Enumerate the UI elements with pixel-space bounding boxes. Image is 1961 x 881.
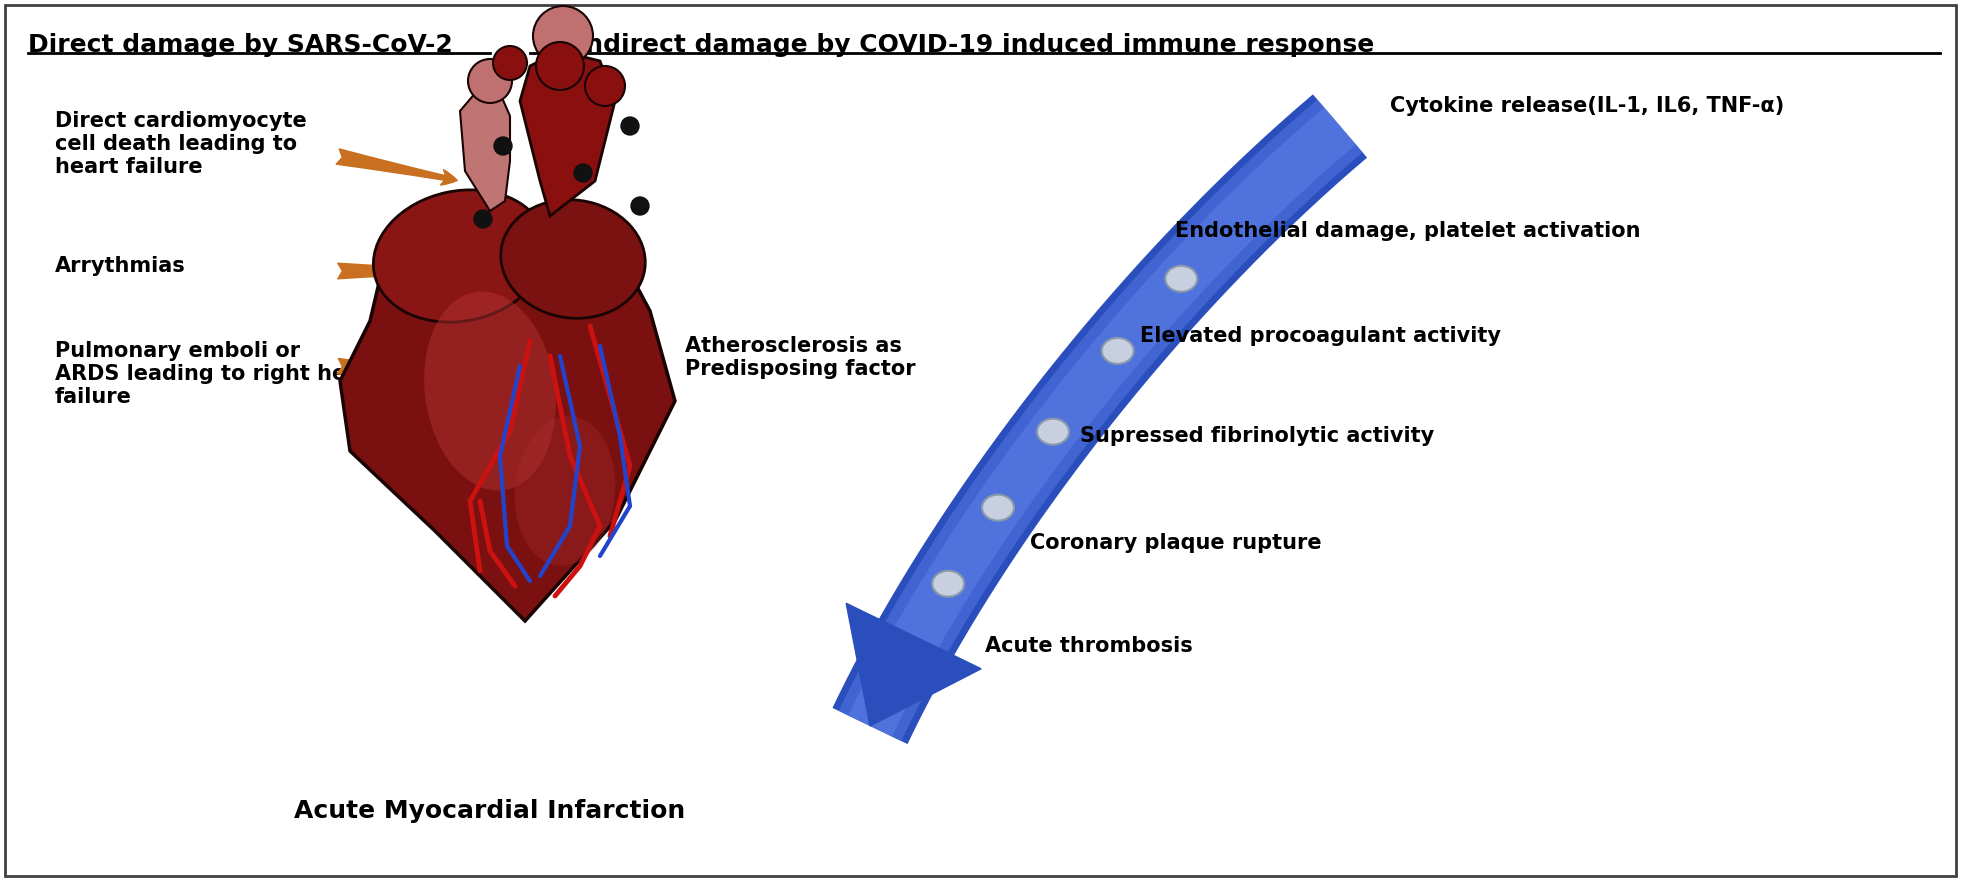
Ellipse shape bbox=[424, 292, 555, 491]
Ellipse shape bbox=[931, 571, 965, 596]
Polygon shape bbox=[339, 236, 675, 621]
Text: Coronary plaque rupture: Coronary plaque rupture bbox=[1030, 533, 1322, 553]
Ellipse shape bbox=[1165, 266, 1198, 292]
Circle shape bbox=[494, 137, 512, 155]
Text: Supressed fibrinolytic activity: Supressed fibrinolytic activity bbox=[1081, 426, 1433, 446]
Text: Cytokine release(IL-1, IL6, TNF-α): Cytokine release(IL-1, IL6, TNF-α) bbox=[1390, 96, 1785, 116]
Circle shape bbox=[631, 197, 649, 215]
Circle shape bbox=[535, 42, 584, 90]
Ellipse shape bbox=[1102, 338, 1133, 364]
Ellipse shape bbox=[373, 190, 547, 322]
Text: Arrythmias: Arrythmias bbox=[55, 256, 186, 276]
Polygon shape bbox=[520, 51, 616, 216]
Ellipse shape bbox=[1037, 418, 1069, 445]
Circle shape bbox=[475, 210, 492, 228]
Circle shape bbox=[492, 46, 528, 80]
Ellipse shape bbox=[982, 494, 1014, 521]
Circle shape bbox=[622, 117, 639, 135]
Text: Acute Myocardial Infarction: Acute Myocardial Infarction bbox=[294, 799, 686, 823]
Circle shape bbox=[533, 6, 592, 66]
Text: Atherosclerosis as
Predisposing factor: Atherosclerosis as Predisposing factor bbox=[684, 336, 916, 379]
Circle shape bbox=[584, 66, 626, 106]
Text: Direct cardiomyocyte
cell death leading to
heart failure: Direct cardiomyocyte cell death leading … bbox=[55, 111, 306, 177]
Polygon shape bbox=[461, 91, 510, 211]
Ellipse shape bbox=[516, 416, 616, 566]
Ellipse shape bbox=[500, 200, 645, 318]
Text: Indirect damage by COVID-19 induced immune response: Indirect damage by COVID-19 induced immu… bbox=[577, 33, 1375, 57]
Circle shape bbox=[575, 164, 592, 182]
Text: Acute thrombosis: Acute thrombosis bbox=[984, 636, 1192, 656]
Text: Pulmonary emboli or
ARDS leading to right heart
failure: Pulmonary emboli or ARDS leading to righ… bbox=[55, 341, 380, 407]
Polygon shape bbox=[847, 603, 980, 726]
Text: Elevated procoagulant activity: Elevated procoagulant activity bbox=[1139, 326, 1500, 346]
Text: Direct damage by SARS-CoV-2: Direct damage by SARS-CoV-2 bbox=[27, 33, 453, 57]
Text: Endothelial damage, platelet activation: Endothelial damage, platelet activation bbox=[1175, 221, 1641, 241]
Circle shape bbox=[469, 59, 512, 103]
